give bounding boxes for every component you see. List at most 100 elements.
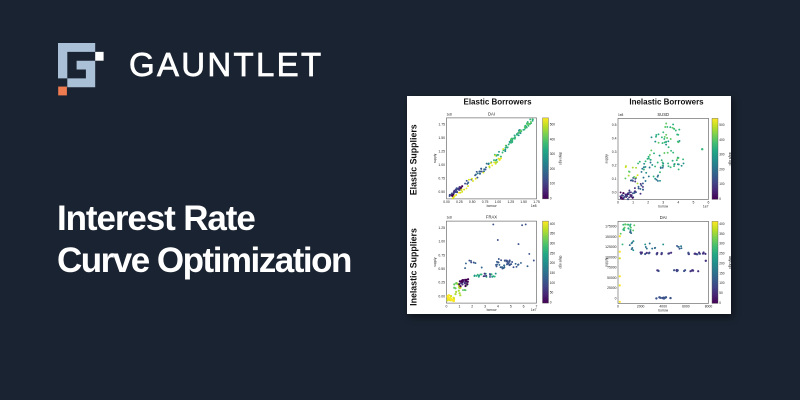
svg-text:0: 0 (617, 200, 619, 204)
svg-text:4: 4 (677, 200, 679, 204)
svg-text:1e8: 1e8 (530, 203, 536, 207)
svg-text:200: 200 (549, 166, 555, 170)
svg-text:1.75: 1.75 (533, 200, 540, 204)
svg-text:0.50: 0.50 (468, 200, 475, 204)
svg-text:0.75: 0.75 (438, 253, 445, 257)
svg-text:100: 100 (549, 280, 555, 284)
svg-text:100: 100 (719, 182, 725, 186)
svg-text:1: 1 (632, 200, 634, 204)
svg-text:200: 200 (719, 167, 725, 171)
svg-text:Elastic Suppliers: Elastic Suppliers (408, 124, 418, 195)
svg-text:DAI: DAI (659, 214, 666, 219)
svg-text:5: 5 (692, 200, 694, 204)
svg-text:25000: 25000 (607, 286, 617, 290)
svg-text:Inelastic Suppliers: Inelastic Suppliers (408, 228, 418, 306)
svg-text:supply: supply (604, 257, 608, 267)
svg-text:250: 250 (549, 251, 555, 255)
svg-text:400: 400 (719, 137, 725, 141)
svg-text:100000: 100000 (605, 255, 616, 259)
svg-text:supply: supply (433, 153, 437, 163)
svg-text:1.00: 1.00 (438, 163, 445, 167)
svg-text:0.00: 0.00 (443, 200, 450, 204)
svg-text:0.0: 0.0 (611, 190, 616, 194)
svg-text:4: 4 (496, 304, 498, 308)
svg-text:200: 200 (719, 261, 725, 265)
svg-text:6000: 6000 (682, 304, 690, 308)
svg-text:1e7: 1e7 (702, 204, 708, 208)
svg-text:500: 500 (549, 122, 555, 126)
svg-text:supply: supply (433, 257, 437, 267)
svg-text:SUSD: SUSD (657, 111, 669, 116)
svg-text:0.5: 0.5 (611, 123, 616, 127)
svg-text:200: 200 (549, 261, 555, 265)
svg-text:borrow: borrow (658, 204, 668, 208)
svg-text:0.00: 0.00 (438, 294, 445, 298)
svg-text:days ago: days ago (728, 256, 732, 269)
svg-text:FRAX: FRAX (485, 214, 496, 219)
svg-text:0.1: 0.1 (611, 177, 616, 181)
svg-text:0: 0 (614, 296, 616, 300)
svg-text:100: 100 (549, 181, 555, 185)
svg-text:1e7: 1e7 (530, 308, 536, 312)
svg-text:Inelastic Borrowers: Inelastic Borrowers (629, 97, 704, 106)
svg-text:250: 250 (719, 251, 725, 255)
svg-text:1.25: 1.25 (438, 225, 445, 229)
svg-text:2000: 2000 (636, 304, 644, 308)
svg-text:400: 400 (549, 137, 555, 141)
svg-text:100: 100 (719, 281, 725, 285)
svg-text:1.00: 1.00 (494, 200, 501, 204)
svg-text:300: 300 (549, 241, 555, 245)
svg-text:2: 2 (471, 304, 473, 308)
svg-text:75000: 75000 (607, 265, 617, 269)
svg-text:0.50: 0.50 (438, 266, 445, 270)
svg-text:4000: 4000 (659, 304, 667, 308)
svg-text:0: 0 (549, 300, 551, 304)
svg-text:0: 0 (617, 304, 619, 308)
svg-text:0.4: 0.4 (611, 136, 616, 140)
svg-text:0: 0 (549, 196, 551, 200)
svg-text:DAI: DAI (488, 111, 495, 116)
svg-text:0.50: 0.50 (438, 190, 445, 194)
svg-text:supply: supply (604, 153, 608, 163)
svg-text:1: 1 (458, 304, 460, 308)
svg-text:175000: 175000 (605, 224, 616, 228)
svg-text:Elastic Borrowers: Elastic Borrowers (463, 97, 532, 106)
svg-text:6: 6 (522, 304, 524, 308)
svg-text:150000: 150000 (605, 234, 616, 238)
svg-text:300: 300 (549, 152, 555, 156)
svg-text:0.3: 0.3 (611, 150, 616, 154)
svg-text:days ago: days ago (558, 255, 562, 268)
svg-text:2: 2 (647, 200, 649, 204)
svg-text:3: 3 (484, 304, 486, 308)
svg-text:0.75: 0.75 (481, 200, 488, 204)
svg-text:400: 400 (719, 222, 725, 226)
svg-text:8000: 8000 (704, 304, 712, 308)
svg-text:350: 350 (719, 231, 725, 235)
svg-text:50: 50 (549, 290, 553, 294)
svg-text:borrow: borrow (486, 308, 496, 312)
svg-text:1e8: 1e8 (446, 112, 452, 116)
svg-text:400: 400 (549, 221, 555, 225)
svg-text:150: 150 (719, 271, 725, 275)
svg-text:1.75: 1.75 (438, 122, 445, 126)
svg-text:borrow: borrow (658, 308, 668, 312)
svg-text:7: 7 (535, 304, 537, 308)
svg-text:borrow: borrow (486, 203, 496, 207)
svg-text:5: 5 (509, 304, 511, 308)
svg-text:300: 300 (719, 241, 725, 245)
svg-text:0.25: 0.25 (438, 280, 445, 284)
svg-text:1.25: 1.25 (438, 149, 445, 153)
svg-text:125000: 125000 (605, 245, 616, 249)
svg-text:1e8: 1e8 (618, 112, 624, 116)
svg-text:6: 6 (707, 200, 709, 204)
svg-text:0: 0 (719, 300, 721, 304)
svg-text:500: 500 (719, 123, 725, 127)
svg-text:days ago: days ago (558, 152, 562, 165)
svg-text:0: 0 (719, 196, 721, 200)
svg-text:1.00: 1.00 (438, 239, 445, 243)
svg-text:1e8: 1e8 (446, 215, 452, 219)
svg-text:350: 350 (549, 231, 555, 235)
svg-text:0.25: 0.25 (456, 200, 463, 204)
svg-text:days ago: days ago (728, 152, 732, 165)
svg-text:1.50: 1.50 (438, 136, 445, 140)
